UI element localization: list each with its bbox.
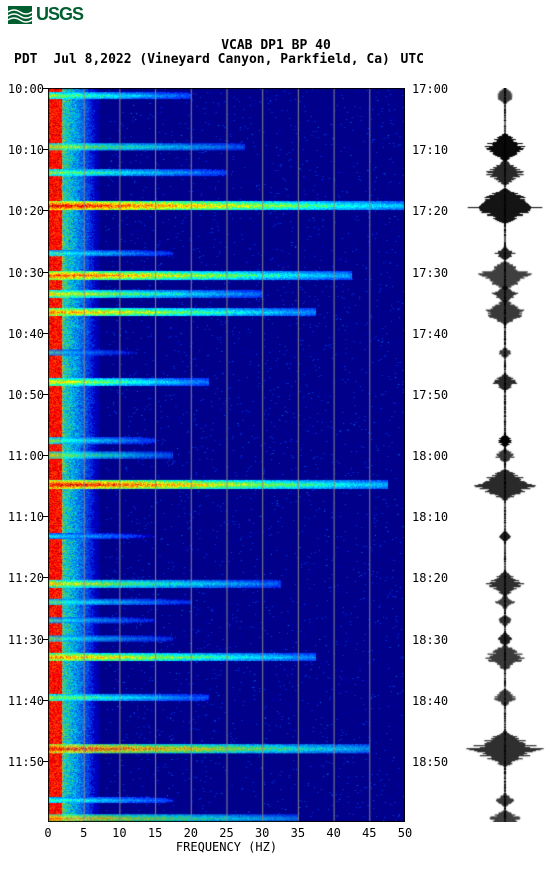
x-tick: 20 <box>181 826 201 840</box>
tz-right-label: UTC <box>401 52 424 67</box>
y-right-tick: 18:00 <box>412 449 456 463</box>
x-tick: 10 <box>109 826 129 840</box>
x-tick: 0 <box>38 826 58 840</box>
y-right-tick: 18:10 <box>412 510 456 524</box>
chart-subtitle: PDT Jul 8,2022 (Vineyard Canyon, Parkfie… <box>14 52 534 67</box>
y-left-tick: 11:00 <box>0 449 44 463</box>
seismogram-plot <box>465 88 545 822</box>
date-label: Jul 8,2022 (Vineyard Canyon, Parkfield, … <box>53 52 390 67</box>
y-right-tick: 18:40 <box>412 694 456 708</box>
seismogram-canvas <box>465 88 545 822</box>
y-right-tick: 17:40 <box>412 327 456 341</box>
y-left-tick: 10:50 <box>0 388 44 402</box>
x-axis-label: FREQUENCY (HZ) <box>48 840 405 854</box>
usgs-logo: USGS <box>8 4 83 25</box>
y-left-tick: 11:10 <box>0 510 44 524</box>
x-tick: 15 <box>145 826 165 840</box>
x-tick: 5 <box>74 826 94 840</box>
x-tick: 30 <box>252 826 272 840</box>
x-tick: 45 <box>359 826 379 840</box>
y-left-tick: 10:10 <box>0 143 44 157</box>
y-left-tick: 11:30 <box>0 633 44 647</box>
y-right-tick: 18:20 <box>412 571 456 585</box>
y-right-tick: 17:00 <box>412 82 456 96</box>
y-right-tick: 17:30 <box>412 266 456 280</box>
y-right-tick: 18:50 <box>412 755 456 769</box>
y-right-tick: 17:50 <box>412 388 456 402</box>
x-tick: 50 <box>395 826 415 840</box>
spectrogram-plot <box>48 88 405 822</box>
y-left-tick: 11:50 <box>0 755 44 769</box>
y-right-tick: 17:20 <box>412 204 456 218</box>
spectrogram-canvas <box>48 88 405 822</box>
y-left-tick: 10:30 <box>0 266 44 280</box>
chart-title: VCAB DP1 BP 40 <box>0 38 552 53</box>
x-tick: 25 <box>217 826 237 840</box>
x-tick: 35 <box>288 826 308 840</box>
y-right-tick: 18:30 <box>412 633 456 647</box>
y-right-tick: 17:10 <box>412 143 456 157</box>
tz-left-label: PDT <box>14 52 37 67</box>
y-left-tick: 11:40 <box>0 694 44 708</box>
y-left-tick: 10:40 <box>0 327 44 341</box>
y-left-tick: 11:20 <box>0 571 44 585</box>
x-tick: 40 <box>324 826 344 840</box>
usgs-logo-text: USGS <box>36 4 83 25</box>
usgs-wave-icon <box>8 6 32 24</box>
y-left-tick: 10:00 <box>0 82 44 96</box>
y-left-tick: 10:20 <box>0 204 44 218</box>
